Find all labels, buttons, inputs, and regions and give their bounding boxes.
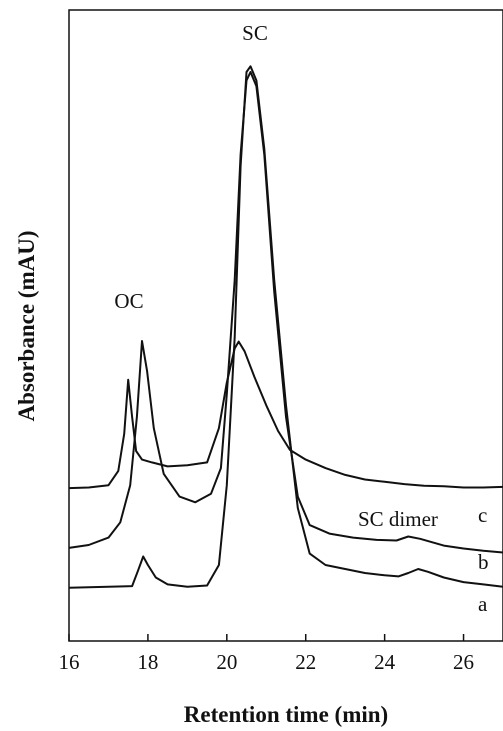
series-line-c [68,340,503,490]
sc-dimer-label: SC dimer [358,507,438,531]
series-line-b [68,71,503,554]
x-axis-ticks: 16 18 20 22 24 26 [59,634,474,674]
x-tick-label-20: 20 [216,650,237,674]
curve-b-label: b [478,550,489,574]
x-axis-title: Retention time (min) [184,702,388,727]
x-tick-label-26: 26 [453,650,474,674]
curve-c-label: c [478,503,487,527]
chromatogram-curves [68,65,503,589]
sc-peak-label: SC [242,21,268,45]
x-tick-label-16: 16 [59,650,80,674]
x-tick-label-24: 24 [374,650,396,674]
oc-peak-label: OC [114,289,143,313]
plot-frame [68,9,503,642]
y-axis-title: Absorbance (mAU) [14,230,39,421]
x-tick-label-22: 22 [295,650,316,674]
x-tick-label-18: 18 [137,650,158,674]
curve-a-label: a [478,592,488,616]
